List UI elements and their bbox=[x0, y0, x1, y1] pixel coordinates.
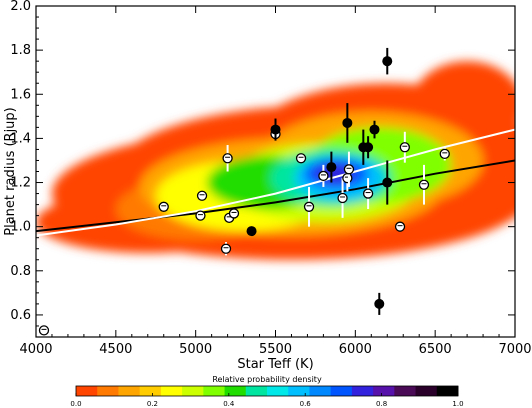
colorbar-tick-label: 0.8 bbox=[376, 400, 387, 408]
labeled-point bbox=[418, 179, 430, 190]
filled-point bbox=[382, 56, 393, 67]
labeled-point bbox=[303, 201, 315, 212]
colorbar-swatch bbox=[118, 386, 141, 396]
colorbar-swatch bbox=[267, 386, 289, 396]
labeled-point bbox=[362, 188, 374, 199]
y-tick-label: 2.0 bbox=[10, 0, 31, 14]
labeled-point bbox=[295, 153, 307, 164]
y-tick-label: 1.2 bbox=[10, 176, 31, 191]
colorbar-tick-label: 1.0 bbox=[452, 400, 463, 408]
trend-line-white bbox=[36, 128, 515, 237]
x-tick-label: 7000 bbox=[498, 342, 531, 357]
labeled-point bbox=[228, 208, 240, 219]
labeled-point bbox=[318, 170, 329, 182]
colorbar-swatch bbox=[97, 386, 119, 396]
labeled-point bbox=[195, 210, 206, 221]
y-axis-title: Planet radius (Rjup) bbox=[3, 107, 18, 235]
y-tick-label: 1.6 bbox=[10, 87, 31, 102]
colorbar-swatch bbox=[351, 386, 374, 396]
labeled-point bbox=[399, 142, 410, 153]
filled-point bbox=[382, 177, 393, 188]
x-tick-label: 5500 bbox=[259, 342, 292, 357]
y-tick-label: 1.4 bbox=[10, 131, 31, 146]
labeled-point bbox=[439, 148, 450, 159]
x-tick-label: 5000 bbox=[179, 342, 212, 357]
colorbar-swatch bbox=[182, 386, 204, 396]
labeled-point bbox=[343, 164, 355, 175]
trend-line-black bbox=[36, 159, 515, 233]
y-tick-label: 0.8 bbox=[10, 264, 31, 279]
axes: 4000 4500 5000 5500 6000 6500 7000 0.6 0.8 1.0 1.2… bbox=[3, 0, 532, 372]
x-tick-label: 6000 bbox=[339, 342, 372, 357]
colorbar-swatch bbox=[309, 386, 332, 396]
colorbar-frame bbox=[75, 385, 459, 397]
colorbar-tick-label: 0.6 bbox=[300, 400, 312, 408]
filled-point bbox=[369, 124, 380, 135]
colorbar-title: Relative probability density bbox=[212, 375, 322, 384]
filled-point bbox=[363, 142, 374, 153]
colorbar-swatch bbox=[436, 386, 459, 396]
labeled-point bbox=[222, 153, 233, 164]
trend-lines bbox=[36, 128, 515, 237]
y-tick-label: 1.8 bbox=[10, 43, 31, 58]
y-tick-label: 1.0 bbox=[10, 220, 31, 235]
labeled-point bbox=[342, 172, 353, 184]
filled-point bbox=[326, 162, 337, 173]
labeled-point bbox=[158, 201, 169, 212]
data-points bbox=[38, 47, 450, 336]
colorbar-swatch bbox=[245, 386, 268, 396]
labeled-point bbox=[337, 192, 348, 204]
colorbar-swatch bbox=[394, 386, 416, 396]
labeled-point bbox=[394, 221, 406, 232]
y-tick-label: 0.6 bbox=[10, 308, 31, 323]
colorbar-tick-label: 0.4 bbox=[223, 400, 235, 408]
colorbar-swatch bbox=[330, 386, 353, 396]
colorbar-swatch bbox=[373, 386, 395, 396]
filled-point bbox=[270, 124, 281, 135]
labeled-point bbox=[38, 325, 50, 336]
colorbar: Relative probability density 0.0 0.2 0.4 0.6… bbox=[70, 375, 463, 408]
x-axis-title: Star Teff (K) bbox=[237, 357, 313, 372]
x-tick-label: 4000 bbox=[19, 342, 52, 357]
colorbar-tick-label: 0.2 bbox=[147, 400, 158, 408]
x-tick-label: 6500 bbox=[419, 342, 452, 357]
colorbar-swatch bbox=[415, 386, 438, 396]
labeled-point bbox=[220, 243, 232, 254]
colorbar-swatch bbox=[160, 386, 183, 396]
colorbar-swatch bbox=[224, 386, 247, 396]
colorbar-swatch bbox=[288, 386, 310, 396]
colorbar-swatch bbox=[203, 386, 225, 396]
filled-point bbox=[246, 226, 257, 237]
filled-point bbox=[342, 117, 353, 128]
colorbar-tick-label: 0.0 bbox=[70, 400, 81, 408]
x-tick-label: 4500 bbox=[99, 342, 132, 357]
colorbar-swatch bbox=[76, 386, 98, 396]
labeled-point bbox=[196, 190, 208, 201]
filled-point bbox=[374, 298, 385, 309]
colorbar-swatch bbox=[139, 386, 162, 396]
